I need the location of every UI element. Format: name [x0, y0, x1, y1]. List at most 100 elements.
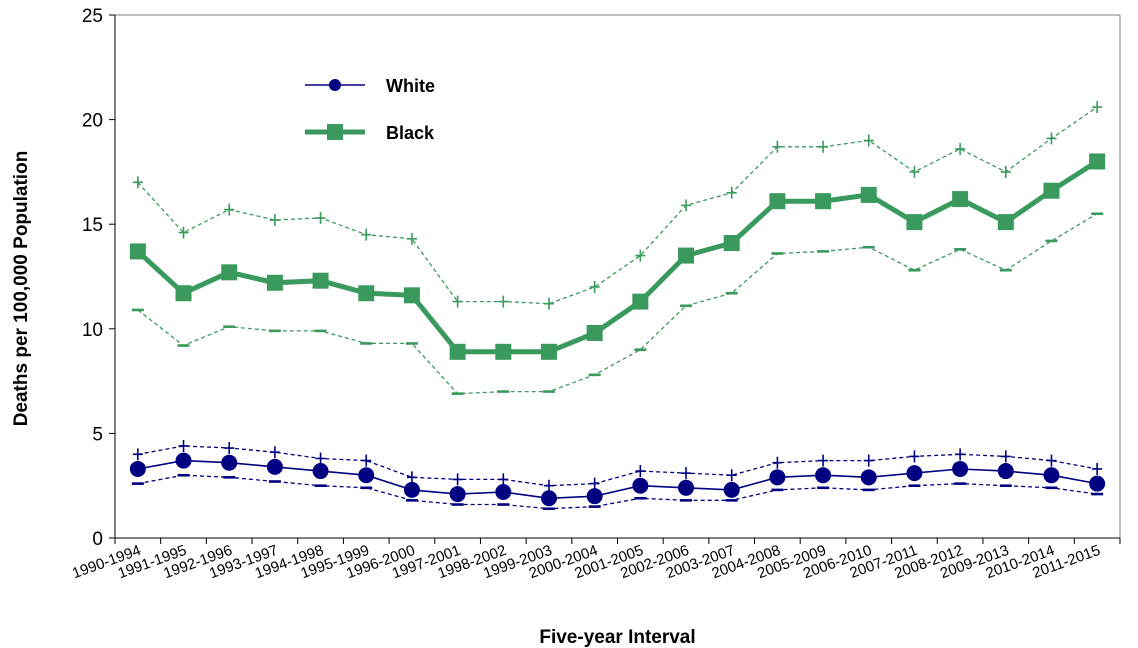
data-point: [1089, 475, 1106, 492]
data-point: [632, 293, 649, 310]
x-axis-title: Five-year Interval: [539, 627, 695, 648]
series-white-line: [137, 459, 1098, 500]
data-point: [723, 481, 740, 498]
upper-ci-point: [498, 295, 509, 308]
series-black-lower-ci-line: [137, 213, 1098, 395]
data-point: [175, 452, 192, 469]
upper-ci-point: [726, 469, 737, 482]
data-point: [769, 469, 786, 486]
upper-ci-point: [1046, 132, 1057, 145]
upper-ci-point: [224, 442, 235, 455]
data-point: [266, 274, 283, 291]
upper-ci-point: [361, 454, 372, 467]
upper-ci-point: [909, 450, 920, 463]
upper-ci-point: [452, 295, 463, 308]
upper-ci-point: [589, 477, 600, 490]
data-point: [403, 287, 420, 304]
data-point: [129, 243, 146, 260]
upper-ci-point: [635, 249, 646, 262]
y-tick-label: 0: [92, 529, 103, 550]
data-point: [129, 460, 146, 477]
data-point: [769, 193, 786, 210]
upper-ci-point: [132, 448, 143, 461]
legend-label-black: Black: [386, 123, 435, 143]
data-point: [678, 247, 695, 264]
legend-item-black: Black: [305, 123, 435, 143]
series-black: [129, 101, 1106, 395]
series-black-upper-ci-line: [137, 106, 1098, 305]
upper-ci-point: [818, 454, 829, 467]
data-point: [358, 285, 375, 302]
upper-ci-point: [1000, 450, 1011, 463]
data-point: [815, 467, 832, 484]
series-white: [129, 439, 1106, 511]
y-axis: 0 5 10 15 20 25: [82, 6, 116, 550]
y-tick-label: 20: [82, 111, 103, 132]
upper-ci-point: [726, 186, 737, 199]
upper-ci-point: [132, 176, 143, 189]
upper-ci-point: [224, 203, 235, 216]
upper-ci-point: [543, 297, 554, 310]
data-point: [586, 488, 603, 505]
data-point: [586, 324, 603, 341]
upper-ci-point: [269, 446, 280, 459]
upper-ci-point: [863, 454, 874, 467]
upper-ci-point: [406, 232, 417, 245]
data-point: [358, 467, 375, 484]
y-tick-label: 15: [82, 215, 103, 236]
data-point: [495, 483, 512, 500]
legend-swatch-marker: [329, 79, 341, 91]
series-white-upper-ci-line: [137, 445, 1098, 487]
upper-ci-point: [818, 140, 829, 153]
upper-ci-point: [361, 228, 372, 241]
y-tick-label: 25: [82, 6, 103, 27]
upper-ci-point: [543, 479, 554, 492]
upper-ci-point: [269, 214, 280, 227]
series-layer: [129, 101, 1106, 511]
data-point: [312, 272, 329, 289]
data-point: [175, 285, 192, 302]
legend-item-white: White: [305, 76, 435, 96]
upper-ci-point: [406, 471, 417, 484]
upper-ci-point: [909, 165, 920, 178]
data-point: [860, 469, 877, 486]
upper-ci-point: [681, 467, 692, 480]
data-point: [221, 454, 238, 471]
x-axis: 1990-19941991-19951992-19961993-19971994…: [70, 537, 1121, 582]
data-point: [1043, 467, 1060, 484]
y-tick-label: 10: [82, 320, 103, 341]
data-point: [997, 463, 1014, 480]
upper-ci-point: [772, 456, 783, 469]
y-axis-title: Deaths per 100,000 Population: [11, 151, 32, 427]
upper-ci-point: [178, 439, 189, 452]
legend-label-white: White: [386, 76, 435, 96]
data-point: [1043, 182, 1060, 199]
data-point: [815, 193, 832, 210]
data-point: [495, 343, 512, 360]
upper-ci-point: [315, 452, 326, 465]
upper-ci-point: [681, 199, 692, 212]
data-point: [632, 477, 649, 494]
upper-ci-point: [1092, 101, 1103, 114]
upper-ci-point: [863, 134, 874, 147]
data-point: [312, 463, 329, 480]
data-point: [449, 486, 466, 503]
plot-frame: [115, 14, 1121, 538]
data-point: [678, 479, 695, 496]
upper-ci-point: [452, 473, 463, 486]
data-point: [403, 481, 420, 498]
data-point: [723, 235, 740, 252]
upper-ci-point: [498, 473, 509, 486]
data-point: [860, 186, 877, 203]
upper-ci-point: [772, 140, 783, 153]
legend: White Black: [305, 76, 435, 143]
upper-ci-point: [589, 280, 600, 293]
upper-ci-point: [955, 142, 966, 155]
data-point: [540, 490, 557, 507]
data-point: [906, 214, 923, 231]
data-point: [1089, 153, 1106, 170]
upper-ci-point: [955, 448, 966, 461]
data-point: [997, 214, 1014, 231]
upper-ci-point: [1000, 165, 1011, 178]
